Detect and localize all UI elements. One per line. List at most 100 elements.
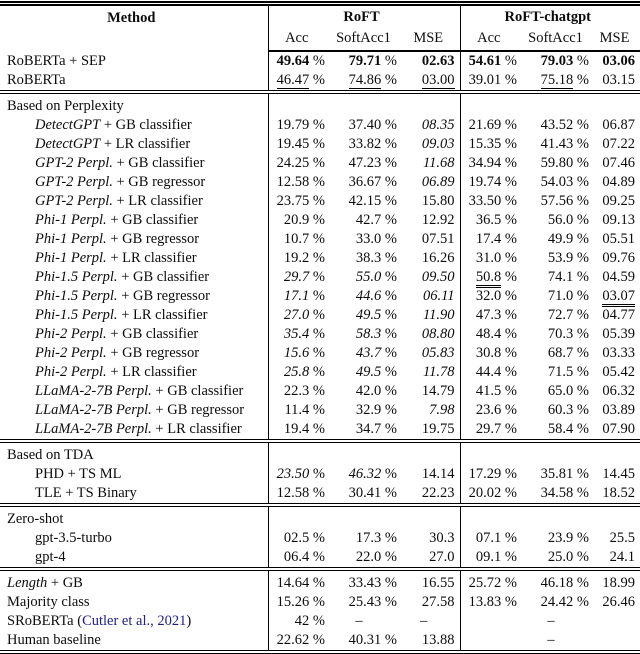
value: 33.82	[348, 136, 382, 152]
value: 09.76	[602, 250, 636, 266]
value: 06.32	[602, 383, 636, 399]
table-row: Human baseline 22.62 % 40.31 % 13.88 –	[0, 631, 640, 652]
value: 25.5	[609, 530, 636, 546]
cell-chatgpt-acc	[459, 631, 523, 652]
value: 07.90	[602, 421, 636, 437]
value: 06.11	[422, 288, 455, 304]
table-row: GPT-2 Perpl. + GB classifier 24.25 % 47.23…	[0, 154, 640, 173]
cell-roft-mse	[402, 503, 461, 529]
value: 02.5	[283, 530, 310, 546]
value: 30.3	[429, 530, 455, 546]
cell-roft-acc	[267, 503, 330, 529]
value: 41.5	[475, 383, 502, 399]
value: 71.0	[547, 288, 574, 304]
method-name-italic: Phi-2 Perpl.	[35, 364, 107, 380]
citation-link[interactable]: Cutler et al., 2021	[82, 613, 187, 629]
cell-roft-acc: 46.47 %	[267, 71, 330, 92]
cell-chatgpt-acc: 17.29 %	[459, 465, 523, 484]
value: 11.4	[284, 402, 310, 418]
method-name: Human baseline	[7, 632, 101, 648]
method-name-italic: LLaMA-2-7B Perpl.	[35, 402, 152, 418]
cell-chatgpt-acc: 25.72 %	[459, 567, 523, 593]
value: 58.3	[355, 326, 382, 342]
method-name-italic: Phi-1.5 Perpl.	[35, 307, 118, 323]
method-name: gpt-4	[35, 549, 66, 565]
cell-roft-mse: 14.14	[402, 465, 460, 484]
section-row: Zero-shot	[0, 503, 640, 529]
value: 22.3	[283, 383, 310, 399]
cell-roft-acc: 17.1 %	[267, 287, 330, 306]
method-name: GPT-2 Perpl. + GB regressor	[35, 174, 206, 190]
cell-roft-softacc1: 17.3 %	[355, 530, 397, 546]
cell-roft-mse: 27.0	[402, 548, 460, 569]
value: 42.7	[355, 212, 382, 228]
cell-chatgpt-acc	[459, 90, 523, 116]
cell-roft-softacc1: 55.0 %	[355, 269, 397, 285]
section-label: Based on Perplexity	[0, 90, 268, 116]
cell-chatgpt-acc: 41.5 %	[459, 382, 523, 401]
value: 13.88	[421, 632, 455, 648]
column-header-roft-acc: Acc	[267, 27, 330, 52]
value: 18.99	[602, 575, 636, 591]
cell-roft-mse: 11.90	[402, 306, 460, 325]
table-row: Majority class 15.26 % 25.43 % 27.58 13.83 %…	[0, 593, 640, 612]
cell-chatgpt-acc: 23.6 %	[459, 401, 523, 420]
method-name: RoBERTa	[7, 72, 66, 88]
cell-chatgpt-softacc1: 46.18 %	[522, 567, 595, 593]
cell-chatgpt-softacc1: 79.03 %	[540, 53, 590, 69]
cell-chatgpt-softacc1: 57.56 %	[540, 193, 590, 209]
cell-roft-mse: 08.35	[402, 116, 460, 135]
method-name: LLaMA-2-7B Perpl. + LR classifier	[35, 421, 242, 437]
cell-roft-acc: 11.4 %	[267, 401, 330, 420]
cell-chatgpt-mse: 18.99	[594, 567, 640, 593]
value: 79.71	[348, 53, 382, 69]
value: 31.0	[475, 250, 502, 266]
cell-roft-softacc1: 36.67 %	[348, 174, 397, 190]
method-name: LLaMA-2-7B Perpl. + GB classifier	[35, 383, 244, 399]
table-row: Phi-1 Perpl. + GB classifier 20.9 % 42.7 %…	[0, 211, 640, 230]
value: 42.0	[355, 383, 382, 399]
value: 24.25	[276, 155, 310, 171]
cell-roft-softacc1: 34.7 %	[355, 421, 397, 437]
value: 25.8	[283, 364, 310, 380]
value: 79.03	[540, 53, 574, 69]
value: 19.74	[468, 174, 502, 190]
cell-chatgpt-mse: 26.46	[594, 593, 640, 612]
cell-chatgpt-softacc1: 71.0 %	[547, 288, 590, 304]
value: 34.7	[355, 421, 382, 437]
cell-roft-mse: 05.83	[402, 344, 460, 363]
cell-roft-softacc1: 30.41 %	[348, 485, 397, 501]
method-name: Majority class	[7, 594, 90, 610]
cell-chatgpt-acc: 19.74 %	[459, 173, 523, 192]
cell-roft-mse: 06.11	[402, 287, 460, 306]
cell-roft-acc: 25.8 %	[267, 363, 330, 382]
value: 58.4	[547, 421, 574, 437]
group-header-roft-chatgpt: RoFT-chatgpt	[459, 3, 640, 27]
table-row: DetectGPT + LR classifier 19.45 % 33.82 % 0…	[0, 135, 640, 154]
section-row: Based on TDA	[0, 439, 640, 465]
cell-roft-mse: 12.92	[402, 211, 460, 230]
cell-chatgpt-mse: 05.39	[594, 325, 640, 344]
value: 12.58	[276, 174, 310, 190]
cell-roft-acc	[267, 90, 330, 116]
cell-roft-mse: 09.50	[402, 268, 460, 287]
value: 05.51	[602, 231, 636, 247]
value: 56.0	[547, 212, 574, 228]
cell-chatgpt-mse: 04.89	[594, 173, 640, 192]
cell-chatgpt-mse: 07.90	[594, 420, 640, 441]
method-name-italic: DetectGPT	[35, 117, 101, 133]
column-header-chatgpt-softacc1: SoftAcc1	[522, 27, 595, 52]
cell-chatgpt-mse: 07.46	[594, 154, 640, 173]
cell-roft-mse: 02.63	[402, 51, 460, 71]
method-name: DetectGPT + LR classifier	[35, 136, 191, 152]
value: 7.98	[429, 402, 455, 418]
cell-chatgpt-acc: 13.83 %	[459, 593, 523, 612]
value: 06.89	[421, 174, 455, 190]
table-row: LLaMA-2-7B Perpl. + GB regressor 11.4 % 32…	[0, 401, 640, 420]
cell-roft-acc: 24.25 %	[267, 154, 330, 173]
table-row: Phi-2 Perpl. + LR classifier 25.8 % 49.5 %…	[0, 363, 640, 382]
value: 75.18	[540, 72, 574, 91]
cell-roft-acc: 10.7 %	[267, 230, 330, 249]
cell-chatgpt-acc: 34.94 %	[459, 154, 523, 173]
cell-chatgpt-mse	[594, 612, 640, 631]
